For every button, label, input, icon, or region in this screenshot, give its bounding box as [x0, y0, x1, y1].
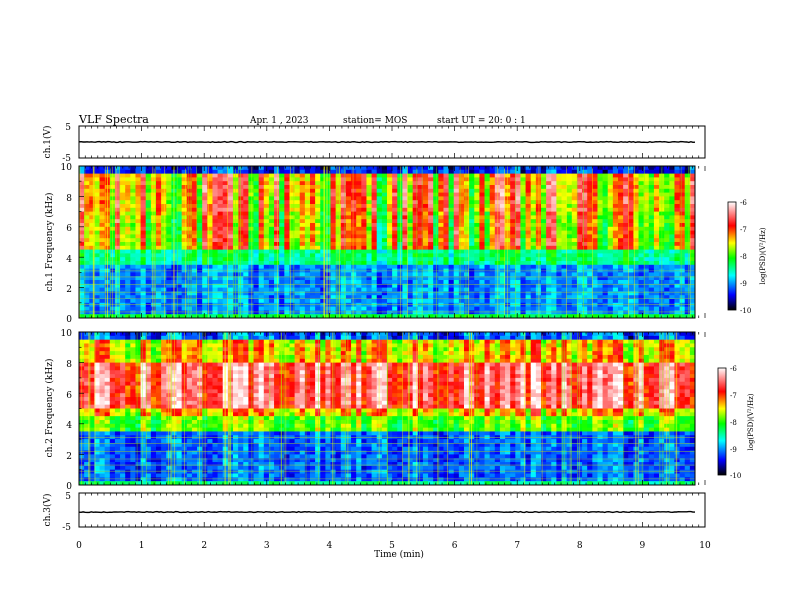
ch1-waveform-line [79, 142, 695, 143]
ch2-cb-tick-7: -7 [730, 392, 737, 400]
ch1-spectrogram-panel: 10 8 6 4 2 0 ch.1 Frequency (kHz) [44, 163, 695, 325]
ch3-ytick-top: 5 [65, 492, 71, 502]
x-tick-label: 7 [514, 541, 520, 551]
ch3-waveform-frame [79, 493, 705, 527]
ch2-ytick-0: 0 [66, 482, 72, 492]
x-tick-label: 10 [699, 541, 711, 551]
ch2-spectrogram-ylabel: ch.2 Frequency (kHz) [44, 359, 55, 458]
ch2-cb-tick-8: -8 [730, 419, 737, 427]
ch1-spectrogram-image [79, 166, 695, 318]
ch2-colorbar-bar [718, 368, 726, 475]
ch2-ytick-2: 2 [66, 452, 72, 462]
ch2-ytick-10: 10 [61, 329, 73, 339]
ch2-cb-tick-9: -9 [730, 446, 737, 454]
ch2-ytick-6: 6 [66, 391, 72, 401]
ch2-spectrogram-image [79, 332, 695, 485]
ch1-cb-tick-6: -6 [740, 199, 747, 207]
ch2-cb-tick-10: -10 [730, 472, 741, 480]
ch1-ytick-8: 8 [66, 194, 72, 204]
x-tick-label: 1 [139, 541, 145, 551]
ch1-ytick-0: 0 [66, 315, 72, 325]
ch1-ytick-6: 6 [66, 224, 72, 234]
x-axis-label: Time (min) [374, 549, 424, 560]
x-tick-label: 3 [264, 541, 270, 551]
ch1-cb-tick-8: -8 [740, 253, 747, 261]
x-tick-label: 0 [76, 541, 82, 551]
x-tick-label: 2 [201, 541, 207, 551]
ch2-colorbar: -6 -7 -8 -9 -10 log(PSD)(V²/Hz) [718, 365, 755, 480]
x-tick-label: 4 [327, 541, 333, 551]
ch2-colorbar-label: log(PSD)(V²/Hz) [747, 393, 755, 450]
ch1-ytick-top: 5 [65, 123, 71, 133]
ch3-waveform-line [79, 512, 695, 513]
chart-title: VLF Spectra [78, 113, 149, 126]
ch3-waveform-ylabel: ch.3(V) [42, 494, 53, 527]
ch1-colorbar: -6 -7 -8 -9 -10 log(PSD)(V²/Hz) [728, 199, 767, 315]
x-tick-label: 6 [452, 541, 458, 551]
ch1-cb-tick-7: -7 [740, 226, 747, 234]
ch1-spectrogram-ylabel: ch.1 Frequency (kHz) [44, 193, 55, 292]
ch1-colorbar-bar [728, 202, 736, 310]
header-station: station= MOS [343, 116, 407, 126]
ch1-cb-tick-10: -10 [740, 307, 751, 315]
x-tick-label: 9 [640, 541, 646, 551]
ch1-ytick-2: 2 [66, 285, 72, 295]
ch2-spectrogram-panel: 10 8 6 4 2 0 ch.2 Frequency (kHz) [44, 329, 695, 492]
ch1-ytick-4: 4 [66, 255, 72, 265]
ch3-ytick-bottom: -5 [62, 523, 71, 533]
ch2-cb-tick-6: -6 [730, 365, 737, 373]
header-start-time: start UT = 20: 0 : 1 [437, 116, 526, 126]
ch2-ytick-4: 4 [66, 421, 72, 431]
x-tick-label: 8 [577, 541, 583, 551]
ch1-ytick-10: 10 [61, 163, 73, 173]
ch1-colorbar-label: log(PSD)(V²/Hz) [759, 227, 767, 284]
ch1-cb-tick-9: -9 [740, 280, 747, 288]
ch1-waveform-ylabel: ch.1(V) [42, 126, 53, 159]
header-date: Apr. 1 , 2023 [249, 116, 309, 126]
ch2-ytick-8: 8 [66, 360, 72, 370]
